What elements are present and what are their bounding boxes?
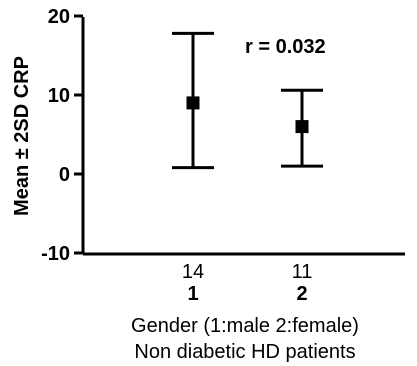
y-axis-label: Mean ± 2SD CRP (11, 56, 33, 216)
y-ticks (74, 14, 83, 255)
y-tick-label: -10 (41, 243, 70, 265)
mean-point (186, 96, 200, 110)
y-tick-labels: 20 10 0 -10 (41, 6, 70, 265)
x-axis-label: Gender (1:male 2:female) (131, 315, 359, 337)
category-label: 1 (187, 283, 198, 305)
y-tick-label: 0 (59, 164, 70, 186)
y-tick-label: 20 (48, 6, 70, 28)
chart-subtitle: Non diabetic HD patients (134, 341, 355, 363)
axes (81, 17, 405, 256)
sample-count-label: 14 (182, 261, 204, 283)
error-bar-group (172, 31, 214, 170)
error-bar-group (281, 88, 323, 168)
mean-point (295, 120, 309, 134)
category-label: 2 (296, 283, 307, 305)
correlation-annotation: r = 0.032 (245, 36, 326, 58)
error-bars (172, 31, 323, 170)
sample-count-label: 11 (292, 261, 313, 283)
y-tick-label: 10 (48, 85, 70, 107)
count-labels: 14 11 (182, 261, 313, 283)
